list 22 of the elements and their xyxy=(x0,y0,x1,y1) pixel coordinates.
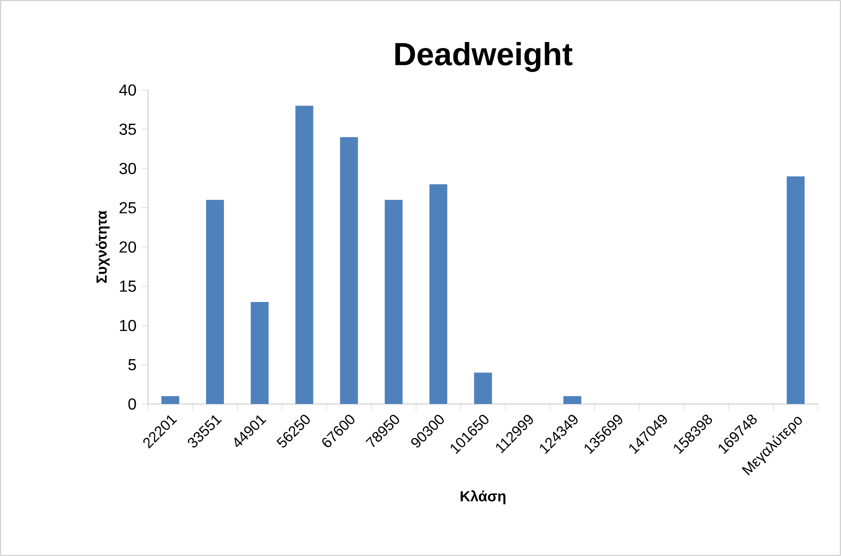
bar xyxy=(786,176,805,404)
y-tick-label: 40 xyxy=(119,84,136,96)
bar xyxy=(206,200,224,404)
bar xyxy=(250,302,269,404)
y-tick-label: 15 xyxy=(120,280,136,292)
x-axis-title: Κλάση xyxy=(460,490,506,504)
bar xyxy=(161,396,180,404)
y-tick-label: 10 xyxy=(120,320,136,332)
y-tick-label: 5 xyxy=(128,359,136,370)
bar xyxy=(429,184,448,404)
y-tick-label: 0 xyxy=(128,398,136,410)
bar xyxy=(563,396,582,404)
bar xyxy=(295,106,314,404)
bar xyxy=(474,372,492,404)
chart-title: Deadweight xyxy=(395,42,572,72)
y-axis-title: Συχνότητα xyxy=(96,210,110,283)
y-tick-label: 30 xyxy=(119,162,136,174)
y-tick-label: 25 xyxy=(120,202,136,214)
bar xyxy=(384,200,403,404)
y-tick-label: 35 xyxy=(119,124,136,135)
bar xyxy=(340,137,358,404)
y-tick-label: 20 xyxy=(120,241,136,253)
